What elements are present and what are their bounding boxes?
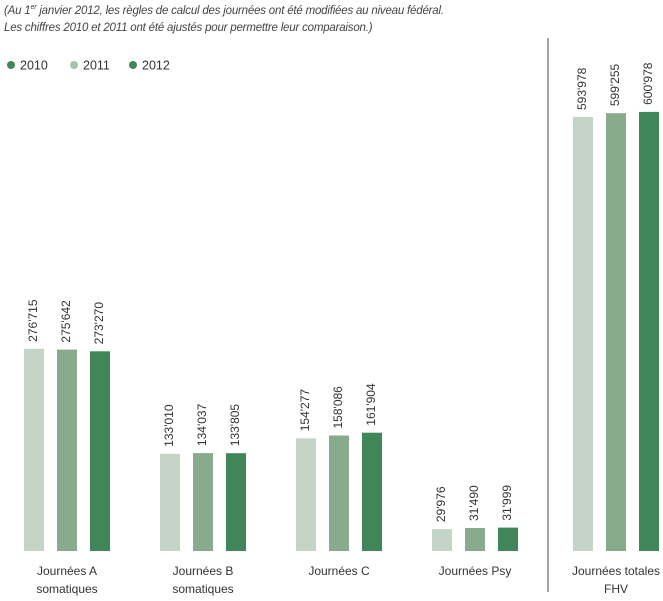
value-label-journees-psy-2011: 31'490 <box>467 485 481 521</box>
bar-journees-psy-2012 <box>498 527 518 551</box>
bar-journees-a-somatiques-2011 <box>57 349 77 551</box>
value-label-journees-b-somatiques-2012: 133'805 <box>228 404 242 447</box>
bar-journees-c-2012 <box>362 432 382 551</box>
category-label-journees-psy-line-1: Journées Psy <box>439 564 512 578</box>
bar-journees-a-somatiques-2012 <box>90 351 110 551</box>
value-label-journees-c-2011: 158'086 <box>331 386 345 429</box>
bar-journees-a-somatiques-2010 <box>24 348 44 551</box>
legend-label-2012: 2012 <box>142 59 170 73</box>
chart-legend: 2010 2011 2012 <box>7 59 170 73</box>
bar-journees-totales-fhv-2010 <box>573 117 593 551</box>
chart-note: (Au 1er janvier 2012, les règles de calc… <box>4 3 524 37</box>
bar-journees-psy-2010 <box>432 529 452 551</box>
category-label-journees-a-somatiques-line-2: somatiques <box>36 582 97 596</box>
bar-journees-totales-fhv-2011 <box>606 113 626 551</box>
category-label-journees-b-somatiques-line-1: Journées B <box>173 564 234 578</box>
bar-journees-psy-2011 <box>465 528 485 551</box>
legend-marker-2010 <box>7 61 15 69</box>
bar-group <box>24 111 659 552</box>
value-label-journees-psy-2012: 31'999 <box>500 485 514 521</box>
value-label-journees-a-somatiques-2012: 273'270 <box>92 302 106 345</box>
note-line-2: Les chiffres 2010 et 2011 ont été ajusté… <box>4 22 373 34</box>
value-label-journees-psy-2010: 29'976 <box>434 486 448 522</box>
value-label-journees-a-somatiques-2011: 275'642 <box>59 300 73 343</box>
note-line-1: (Au 1er janvier 2012, les règles de calc… <box>4 3 524 20</box>
value-label-journees-totales-fhv-2011: 599'255 <box>608 63 622 106</box>
legend-label-2010: 2010 <box>20 59 48 73</box>
value-label-journees-b-somatiques-2010: 133'010 <box>162 404 176 447</box>
bar-journees-totales-fhv-2012 <box>639 111 659 552</box>
note-superscript: er <box>30 4 37 12</box>
category-label-journees-b-somatiques-line-2: somatiques <box>172 582 233 596</box>
note-prefix: (Au 1 <box>4 5 31 17</box>
value-label-group: 276'715 275'642 273'270 133'010 134'037 133'8… <box>26 62 655 522</box>
bar-journees-c-2011 <box>329 435 349 551</box>
category-label-journees-a-somatiques-line-1: Journées A <box>37 564 97 578</box>
value-label-journees-c-2012: 161'904 <box>364 383 378 426</box>
category-label-journees-totales-fhv-line-2: FHV <box>604 582 628 596</box>
note-line-1-rest: janvier 2012, les règles de calcul des j… <box>36 5 444 17</box>
bar-journees-c-2010 <box>296 438 316 551</box>
category-label-journees-totales-fhv-line-1: Journées totales <box>572 564 660 578</box>
value-label-journees-a-somatiques-2010: 276'715 <box>26 299 40 342</box>
bar-journees-b-somatiques-2012 <box>226 453 246 551</box>
legend-label-2011: 2011 <box>83 59 110 73</box>
value-label-journees-b-somatiques-2011: 134'037 <box>195 403 209 446</box>
bar-journees-b-somatiques-2010 <box>160 453 180 551</box>
legend-marker-2012 <box>129 61 137 69</box>
bar-journees-b-somatiques-2011 <box>193 453 213 551</box>
value-label-journees-totales-fhv-2010: 593'978 <box>575 67 589 110</box>
category-label-group: Journées A somatiques Journées B somatiques… <box>36 564 660 596</box>
legend-marker-2011 <box>70 61 78 69</box>
value-label-journees-totales-fhv-2012: 600'978 <box>641 62 655 105</box>
value-label-journees-c-2010: 154'277 <box>298 389 312 432</box>
category-label-journees-c-line-1: Journées C <box>308 564 370 578</box>
